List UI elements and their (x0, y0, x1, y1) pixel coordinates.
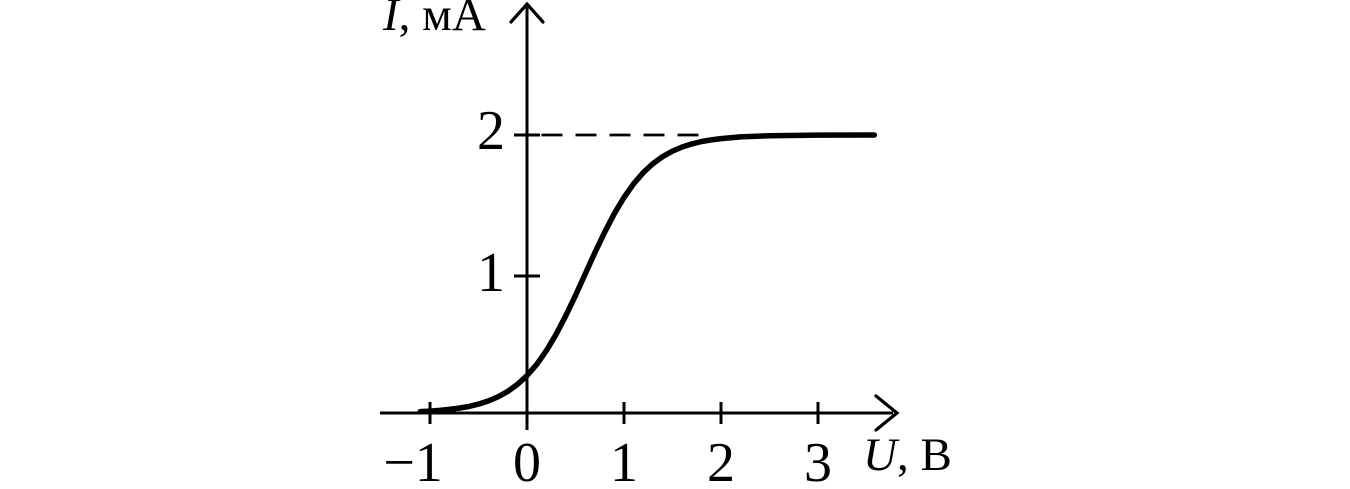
x-tick-label-0: 0 (513, 432, 541, 489)
y-axis-variable: I (383, 0, 399, 41)
y-axis-unit: , мА (398, 0, 486, 41)
x-tick-label-2: 2 (707, 432, 735, 489)
y-tick-label-2: 2 (477, 100, 505, 162)
iv-curve (417, 132, 878, 415)
x-tick-label-neg1: −1 (383, 432, 443, 489)
y-axis-arrowhead (509, 1, 545, 24)
x-axis-title: U, В (863, 432, 952, 479)
y-tick-label-1: 1 (477, 242, 505, 304)
x-axis-variable: U (863, 429, 897, 481)
y-axis-title: I, мА (383, 0, 486, 39)
x-tick-label-1: 1 (610, 432, 638, 489)
x-axis-unit: , В (896, 429, 952, 481)
x-axis-arrowhead (874, 394, 900, 432)
x-tick-label-3: 3 (804, 432, 832, 489)
